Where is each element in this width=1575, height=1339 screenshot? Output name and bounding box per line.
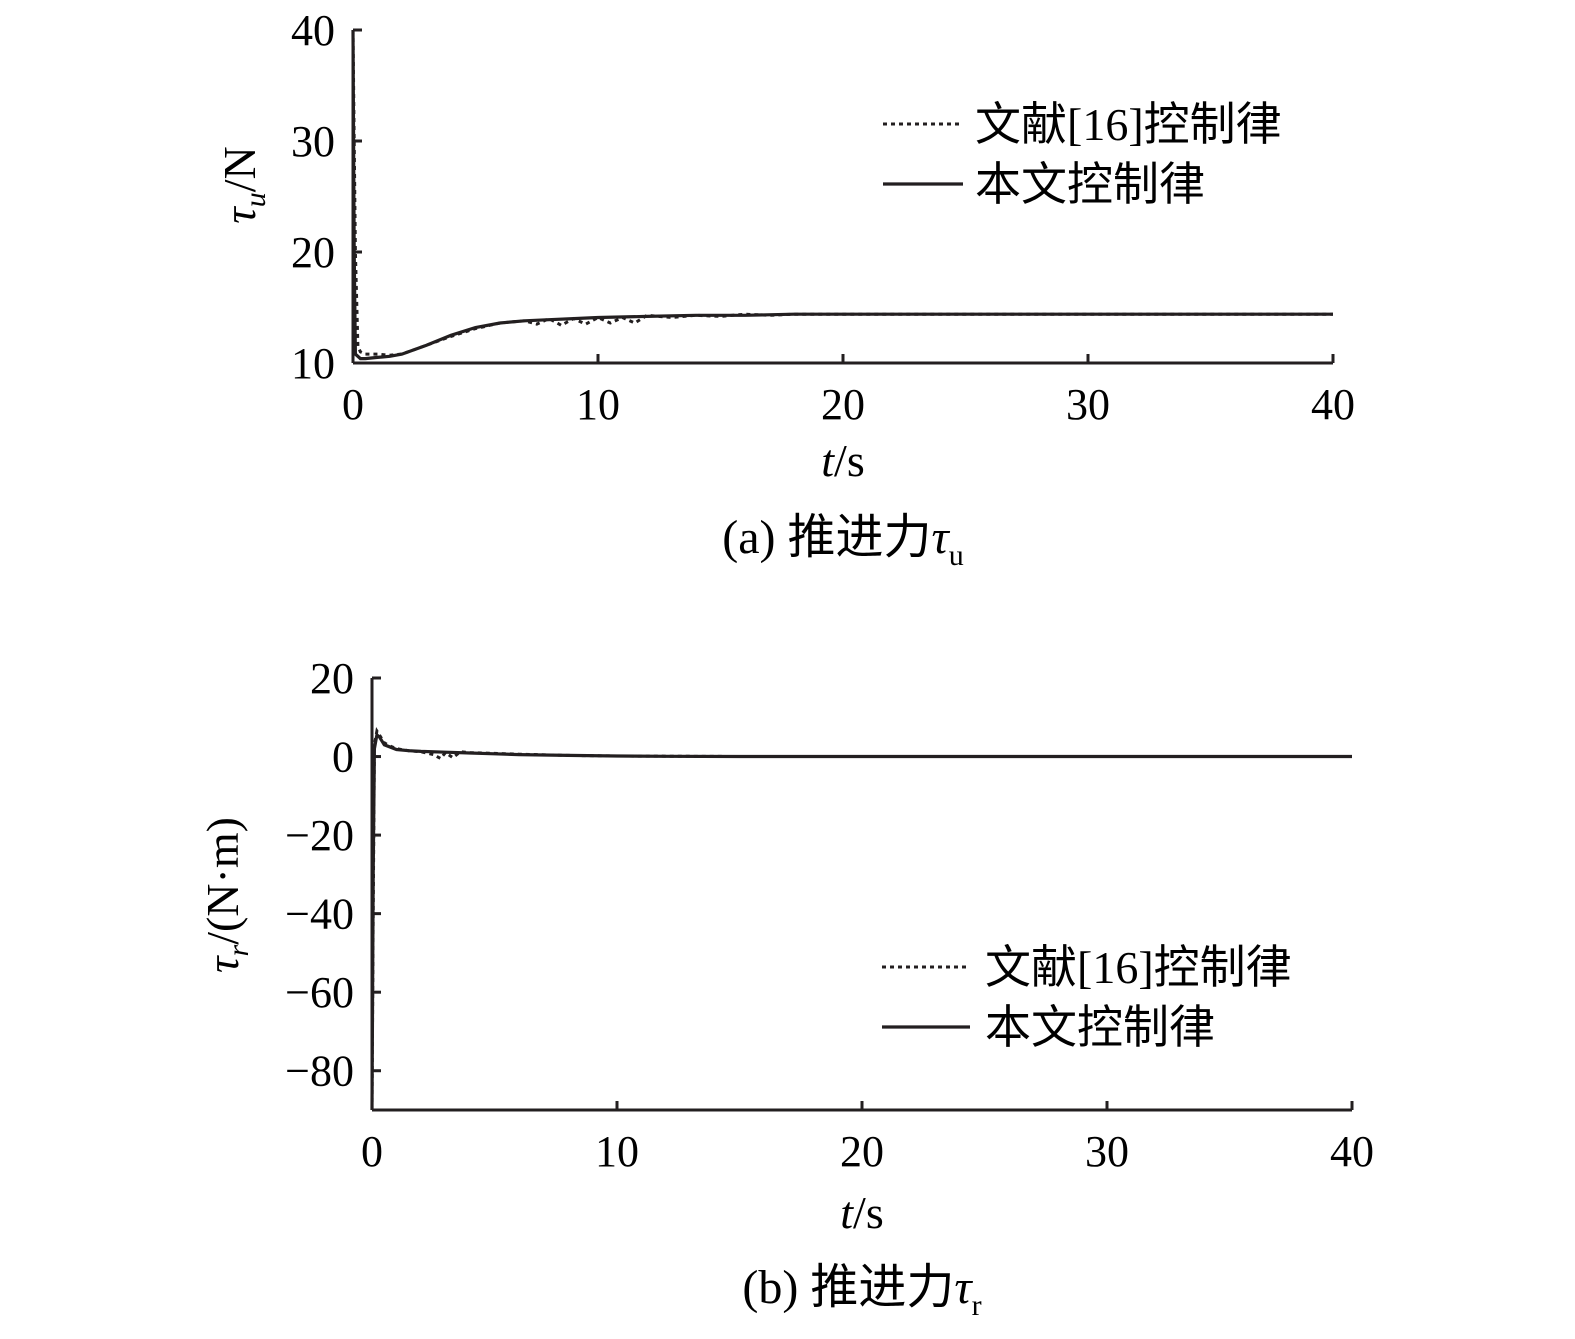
caption-a-symbol: τ <box>932 511 951 564</box>
caption-b-symbol: τ <box>954 1261 973 1314</box>
caption-b-prefix: (b) 推进力 <box>742 1261 954 1314</box>
legend-a-label-solid: 本文控制律 <box>975 159 1205 210</box>
y-tick-label-b-2: −20 <box>285 811 354 860</box>
legend-a: 文献[16]控制律 本文控制律 <box>883 99 1282 210</box>
legend-a-label-dotted: 文献[16]控制律 <box>975 99 1282 150</box>
y-tick-label-a-3: 40 <box>291 6 335 55</box>
y-axis-label-a-unit: /N <box>214 146 265 192</box>
caption-a: (a) 推进力τu <box>722 511 963 572</box>
x-axis-label-b: t/s <box>840 1187 883 1238</box>
series-line-b-proposed <box>370 731 1352 1111</box>
y-tick-label-b-1: 0 <box>332 733 354 782</box>
legend-b-label-dotted: 文献[16]控制律 <box>985 942 1292 993</box>
y-axis-label-b-unit: /(N·m) <box>197 817 248 945</box>
y-tick-label-b-0: 20 <box>310 654 354 703</box>
series-line-a-proposed <box>351 29 1333 361</box>
caption-b-subscript: r <box>972 1289 982 1322</box>
caption-a-prefix: (a) 推进力 <box>722 511 931 564</box>
x-tick-label-a-4: 40 <box>1311 380 1355 429</box>
y-tick-label-a-0: 10 <box>291 339 335 388</box>
x-tick-label-a-1: 10 <box>576 380 620 429</box>
x-tick-label-b-1: 10 <box>595 1127 639 1176</box>
x-axis-label-a: t/s <box>821 435 864 486</box>
x-tick-label-b-2: 20 <box>840 1127 884 1176</box>
x-axis-label-b-symbol: t <box>840 1187 854 1238</box>
y-tick-label-a-1: 20 <box>291 228 335 277</box>
y-axis-label-b-symbol: τ <box>197 955 248 973</box>
x-axis-label-a-symbol: t <box>821 435 835 486</box>
y-axis-label-b-subscript: r <box>222 944 255 956</box>
x-tick-label-a-3: 30 <box>1066 380 1110 429</box>
caption-a-subscript: u <box>949 539 964 572</box>
legend-b-label-solid: 本文控制律 <box>985 1002 1215 1053</box>
x-axis-label-a-unit: /s <box>834 435 865 486</box>
y-axis-label-a-symbol: τ <box>214 206 265 224</box>
y-tick-label-b-5: −80 <box>285 1047 354 1096</box>
y-tick-label-a-2: 30 <box>291 117 335 166</box>
y-axis-label-a-subscript: u <box>239 192 272 207</box>
y-tick-label-b-4: −60 <box>285 968 354 1017</box>
x-axis-label-b-unit: /s <box>853 1187 884 1238</box>
x-tick-label-b-3: 30 <box>1085 1127 1129 1176</box>
y-tick-label-b-3: −40 <box>285 890 354 939</box>
plot-area-b: 0 10 20 30 40 20 0 −20 −40 −60 −80 <box>285 654 1374 1176</box>
caption-b: (b) 推进力τr <box>742 1261 981 1322</box>
x-tick-label-b-0: 0 <box>361 1127 383 1176</box>
x-tick-label-a-2: 20 <box>821 380 865 429</box>
y-axis-label-b: τr/(N·m) <box>197 817 255 973</box>
legend-b: 文献[16]控制律 本文控制律 <box>882 942 1292 1053</box>
y-axis-label-a: τu/N <box>214 146 272 223</box>
series-line-b-literature-16 <box>370 726 1352 1111</box>
x-tick-label-b-4: 40 <box>1330 1127 1374 1176</box>
x-tick-label-a-0: 0 <box>342 380 364 429</box>
